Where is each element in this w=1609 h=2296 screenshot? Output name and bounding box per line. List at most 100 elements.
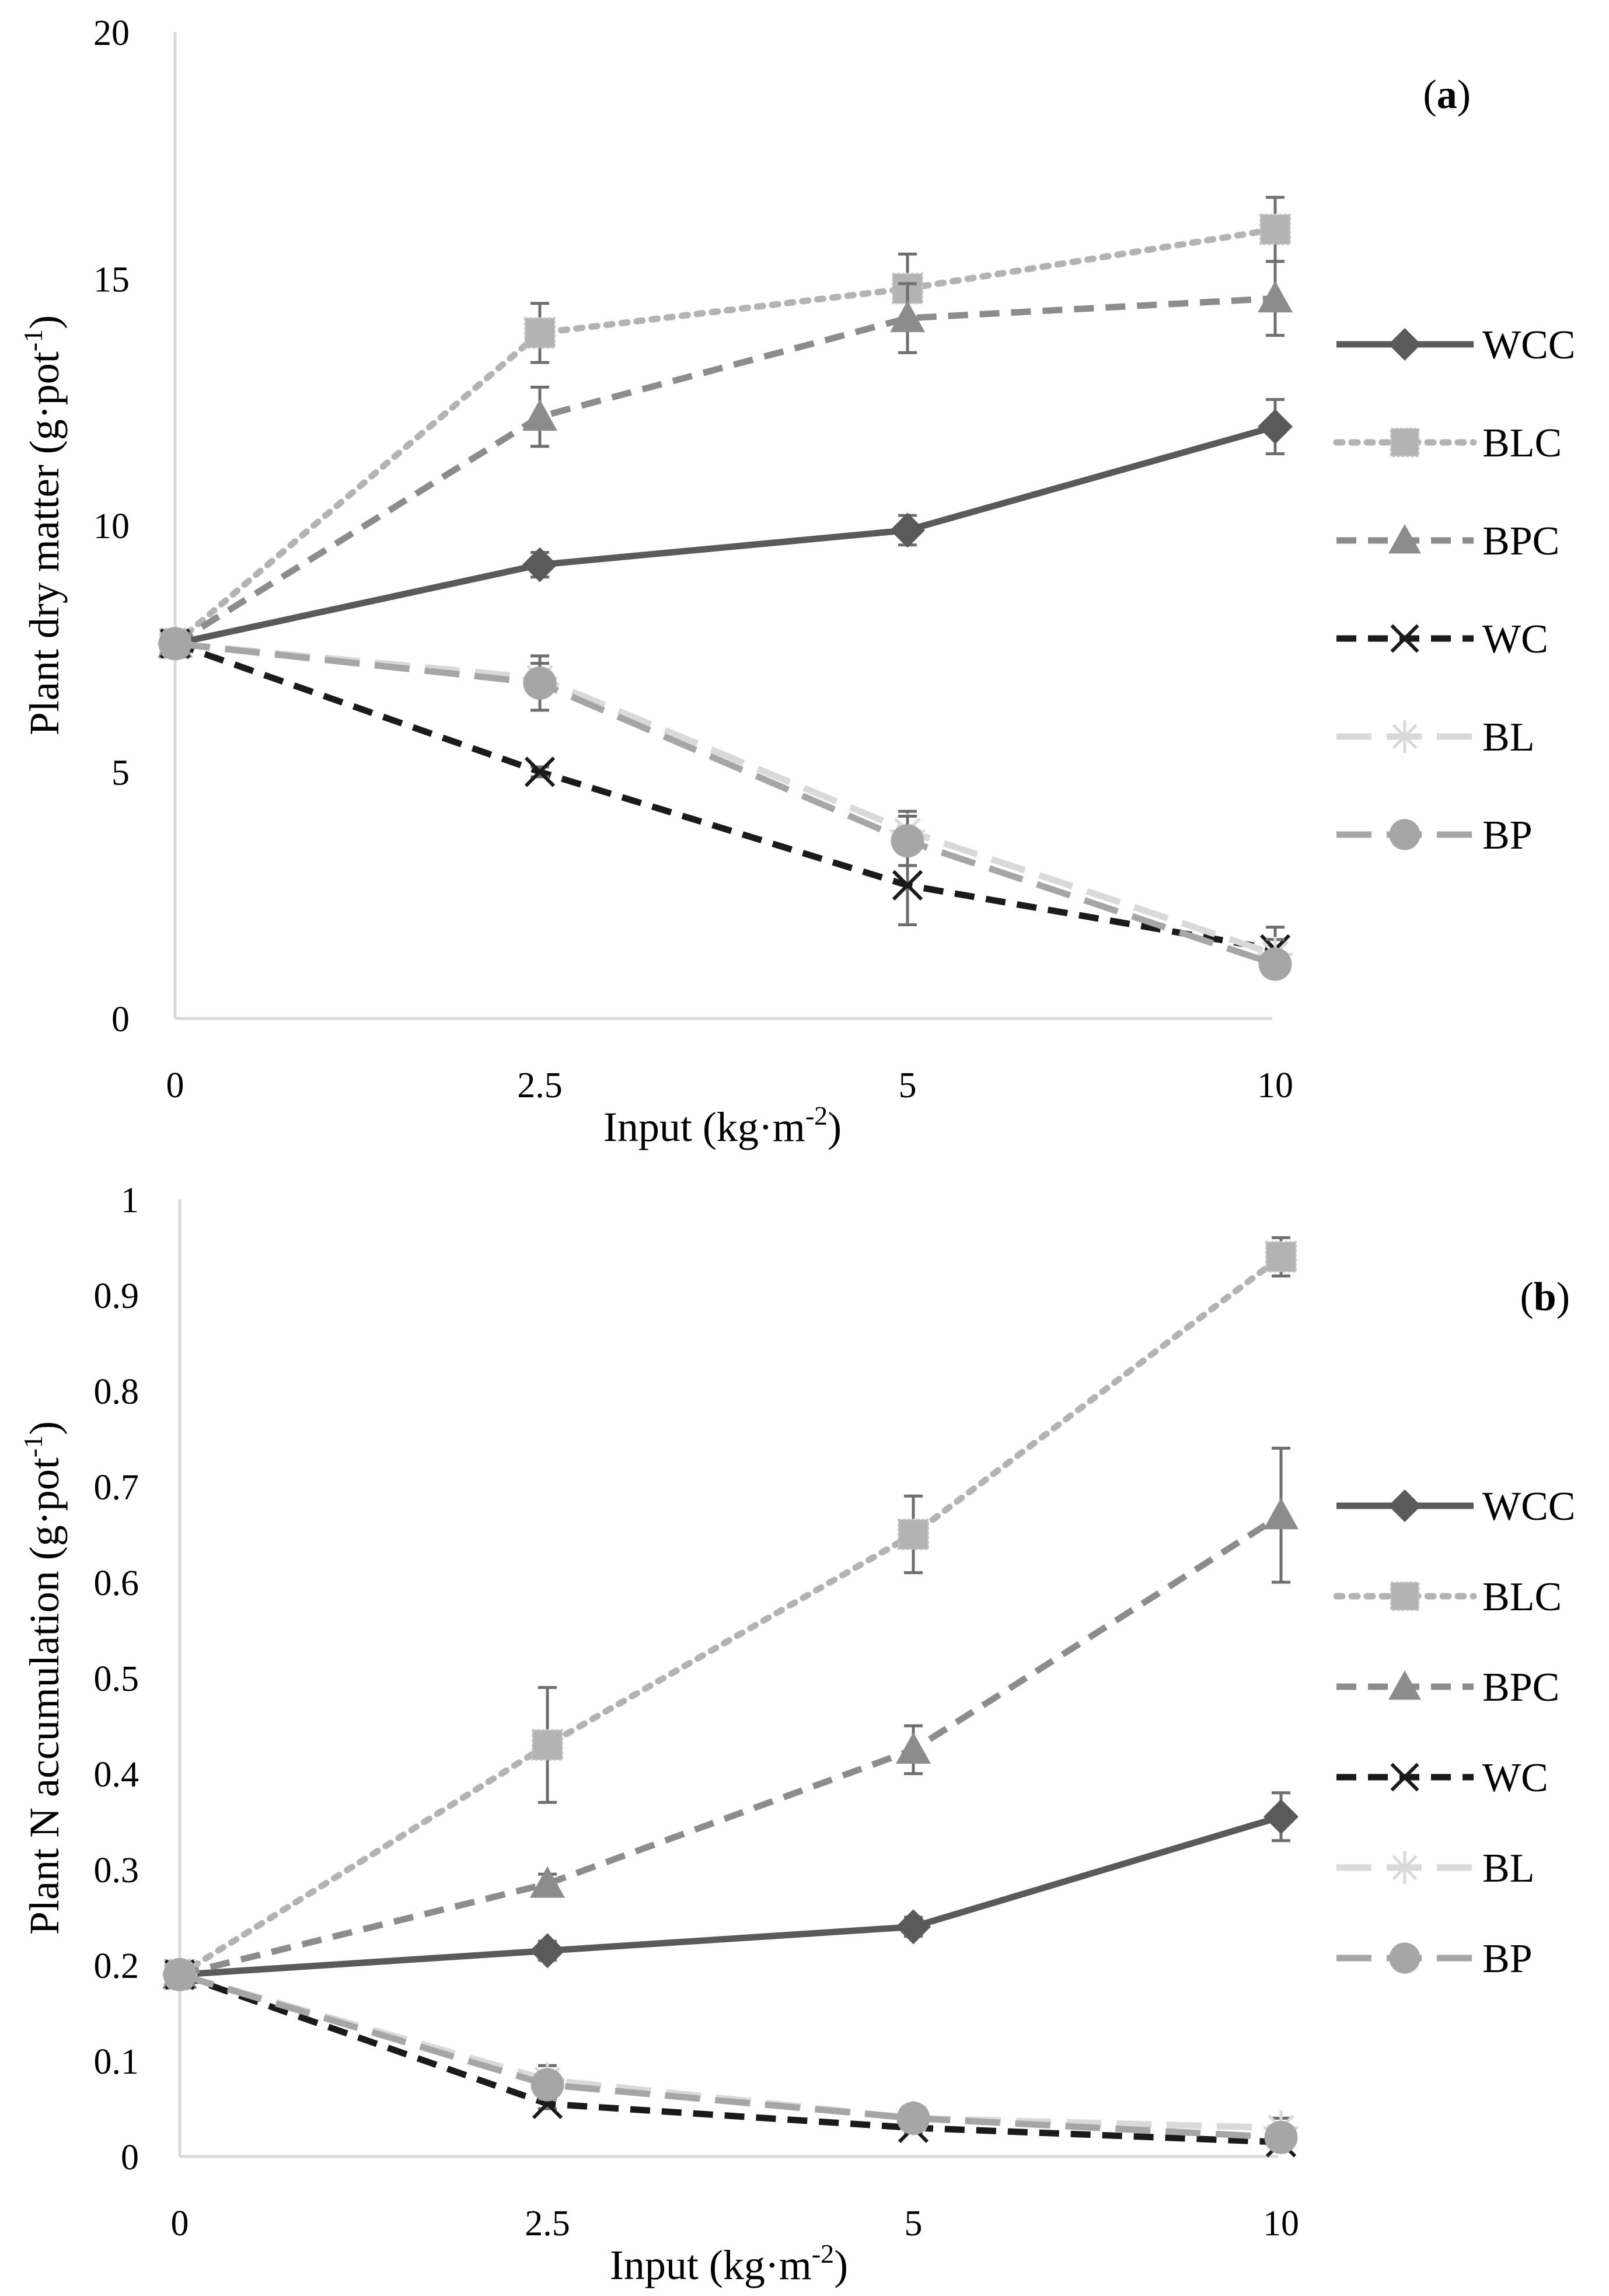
series-line-wc bbox=[179, 1972, 1282, 2145]
legend-item-bl: BL bbox=[1336, 715, 1534, 760]
legend-item-blc: BLC bbox=[1333, 421, 1562, 466]
legend-label-wc: WC bbox=[1482, 617, 1548, 662]
legend-item-bp: BP bbox=[1336, 813, 1533, 858]
panel-label-a: (a) bbox=[1423, 72, 1471, 117]
y-tick-label: 0.9 bbox=[94, 1276, 139, 1316]
data-point-bp bbox=[523, 666, 557, 700]
data-point-bpc bbox=[896, 1732, 931, 1764]
legend-marker-bl bbox=[1388, 720, 1421, 753]
legend-marker-bp bbox=[1389, 1942, 1420, 1974]
series-line-wcc bbox=[179, 1813, 1282, 1978]
series-line-wcc bbox=[174, 423, 1276, 647]
data-point-bpc bbox=[522, 399, 557, 431]
data-point-bp bbox=[1264, 2120, 1298, 2154]
legend-label-blc: BLC bbox=[1482, 1575, 1562, 1620]
legend-label-wc: WC bbox=[1482, 1756, 1548, 1800]
legend-item-bpc: BPC bbox=[1336, 519, 1559, 564]
data-point-wcc bbox=[890, 512, 925, 548]
data-point-bpc bbox=[1264, 1498, 1299, 1530]
data-point-wcc bbox=[530, 1933, 565, 1969]
data-point-wc bbox=[524, 756, 556, 787]
y-tick-label: 0 bbox=[111, 1000, 130, 1039]
series-line-bpc bbox=[179, 1512, 1283, 1978]
panel-label-b: (b) bbox=[1520, 1275, 1570, 1320]
legend-marker-wc bbox=[1390, 1763, 1419, 1792]
x-tick-label: 0 bbox=[166, 1066, 184, 1105]
data-point-bp bbox=[1258, 947, 1292, 981]
legend-marker-blc bbox=[1390, 427, 1420, 458]
data-point-wcc bbox=[1264, 1799, 1299, 1834]
data-point-blc bbox=[898, 1519, 929, 1550]
legend-item-wcc: WCC bbox=[1336, 1484, 1575, 1529]
series-line-blc bbox=[176, 1253, 1285, 1978]
legend-item-blc: BLC bbox=[1333, 1575, 1562, 1620]
data-point-bp bbox=[158, 627, 192, 661]
legend-label-blc: BLC bbox=[1482, 421, 1562, 466]
series-line-bpc bbox=[173, 295, 1276, 647]
legend-marker-bpc bbox=[1388, 1670, 1421, 1700]
series-bp bbox=[158, 627, 1292, 981]
legend-label-bpc: BPC bbox=[1482, 1665, 1559, 1710]
data-point-bpc bbox=[530, 1866, 565, 1898]
y-tick-label: 0.6 bbox=[94, 1564, 139, 1603]
data-point-wcc bbox=[522, 547, 557, 582]
legend-label-wcc: WCC bbox=[1482, 1484, 1575, 1529]
data-point-wcc bbox=[896, 1909, 931, 1945]
y-tick-label: 0.5 bbox=[94, 1659, 139, 1699]
legend-b: WCC BLC BPC WC BL BP bbox=[1333, 1484, 1575, 1981]
y-tick-label: 0.1 bbox=[94, 2042, 139, 2082]
legend-marker-blc bbox=[1390, 1581, 1420, 1611]
series-line-bp bbox=[174, 640, 1276, 968]
legend-label-bpc: BPC bbox=[1482, 519, 1559, 564]
chart-panel-b: 0 0.1 0.2 0.3 0.4 0.5 0.6 0.7 0.8 0.9 1 0 2.5 5 10 (b… bbox=[18, 1181, 1575, 2288]
legend-label-bp: BP bbox=[1482, 1936, 1533, 1981]
x-axis-label: Input (kg·m-2) bbox=[610, 2239, 848, 2288]
data-point-blc bbox=[1259, 214, 1291, 245]
data-point-bp bbox=[896, 2101, 930, 2135]
data-point-wc bbox=[892, 870, 923, 901]
legend-marker-wcc bbox=[1388, 328, 1421, 361]
x-tick-label: 0 bbox=[171, 2204, 189, 2243]
data-point-blc bbox=[1265, 1241, 1297, 1273]
legend-item-bl: BL bbox=[1336, 1846, 1534, 1891]
legend-marker-bpc bbox=[1388, 524, 1421, 554]
x-tick-label: 5 bbox=[905, 2204, 923, 2243]
series-bpc bbox=[162, 1446, 1299, 1989]
y-tick-label: 0.8 bbox=[94, 1372, 139, 1412]
legend-item-wcc: WCC bbox=[1336, 323, 1575, 368]
x-tick-label: 10 bbox=[1263, 2204, 1299, 2243]
y-tick-label: 20 bbox=[93, 13, 130, 53]
legend-label-bl: BL bbox=[1482, 715, 1534, 760]
y-tick-label: 0 bbox=[121, 2138, 139, 2178]
x-tick-label: 2.5 bbox=[517, 1066, 563, 1105]
y-tick-label: 5 bbox=[111, 753, 130, 793]
data-point-bpc bbox=[1258, 281, 1293, 313]
legend-a: WCC BLC BPC WC BL BP bbox=[1333, 323, 1575, 858]
series-bp bbox=[163, 1957, 1298, 2154]
legend-marker-wcc bbox=[1388, 1489, 1421, 1522]
data-point-bp bbox=[891, 824, 924, 858]
legend-marker-bl bbox=[1388, 1851, 1421, 1884]
legend-item-bpc: BPC bbox=[1336, 1665, 1559, 1710]
x-tick-label: 10 bbox=[1257, 1066, 1293, 1105]
series-line-bp bbox=[179, 1972, 1282, 2141]
legend-item-wc: WC bbox=[1336, 1756, 1548, 1800]
y-axis-label: Plant dry matter (g·pot-1) bbox=[18, 315, 68, 735]
y-tick-label: 0.2 bbox=[94, 1946, 139, 1986]
series-line-wc bbox=[174, 640, 1276, 953]
y-tick-label: 0.7 bbox=[94, 1468, 139, 1508]
chart-panel-a: 0 5 10 15 20 0 2.5 5 10 (a) Input (kg·m-2) Plan… bbox=[18, 13, 1575, 1150]
data-point-wcc bbox=[1258, 409, 1293, 444]
y-axis-label: Plant N accumulation (g·pot-1) bbox=[18, 1421, 68, 1935]
data-point-bpc bbox=[890, 301, 925, 333]
legend-item-wc: WC bbox=[1336, 617, 1548, 662]
y-tick-label: 10 bbox=[93, 507, 130, 546]
y-tick-label: 1 bbox=[121, 1181, 139, 1220]
legend-label-wcc: WCC bbox=[1482, 323, 1575, 368]
x-tick-label: 2.5 bbox=[525, 2204, 570, 2243]
data-point-bp bbox=[163, 1957, 197, 1991]
y-tick-label: 15 bbox=[93, 260, 130, 300]
legend-label-bp: BP bbox=[1482, 813, 1533, 858]
y-tick-label: 0.3 bbox=[94, 1851, 139, 1890]
